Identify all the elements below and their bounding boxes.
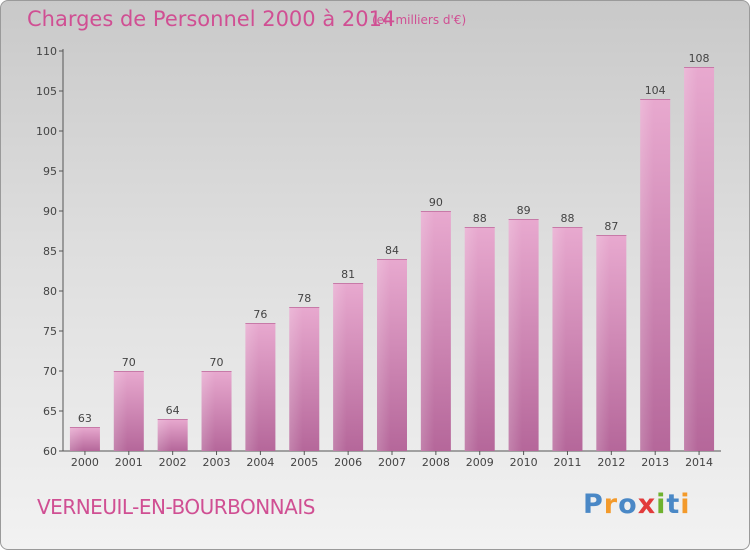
logo-letter: r xyxy=(603,489,619,520)
y-tick-label: 95 xyxy=(43,165,57,178)
y-tick-label: 110 xyxy=(36,45,57,58)
x-tick-label: 2005 xyxy=(290,456,318,469)
logo-letter: o xyxy=(618,489,638,520)
x-tick-label: 2011 xyxy=(553,456,581,469)
commune-name: VERNEUIL-EN-BOURBONNAIS xyxy=(37,495,315,519)
y-tick-label: 70 xyxy=(43,365,57,378)
x-tick-label: 2012 xyxy=(597,456,625,469)
x-tick-label: 2008 xyxy=(422,456,450,469)
x-tick-label: 2001 xyxy=(115,456,143,469)
y-tick-label: 90 xyxy=(43,205,57,218)
bar-value-label: 76 xyxy=(253,308,267,321)
bar-value-label: 70 xyxy=(210,356,224,369)
x-tick-label: 2002 xyxy=(159,456,187,469)
x-tick-label: 2006 xyxy=(334,456,362,469)
bar-highlight xyxy=(157,419,172,451)
logo-letter: i xyxy=(680,489,691,520)
bar-value-label: 78 xyxy=(297,292,311,305)
logo-letter: P xyxy=(583,489,604,520)
bar-value-label: 64 xyxy=(166,404,180,417)
x-tick-label: 2010 xyxy=(510,456,538,469)
bar-highlight xyxy=(640,99,654,451)
x-tick-label: 2003 xyxy=(203,456,231,469)
x-tick-label: 2007 xyxy=(378,456,406,469)
bar-highlight xyxy=(289,307,303,451)
bar-highlight xyxy=(420,211,435,451)
chart-title: Charges de Personnel 2000 à 2014 xyxy=(27,7,396,31)
bar-highlight xyxy=(69,427,84,451)
proxiti-logo: Proxiti xyxy=(583,489,691,520)
x-tick-label: 2000 xyxy=(71,456,99,469)
bar-highlight xyxy=(201,371,216,451)
chart-axes: 60 65 70 75 80 85 90 95 100 105 110 2000 2001 2002 200… xyxy=(36,45,721,469)
bar-value-label: 63 xyxy=(78,412,92,425)
chart-unit: (en milliers d'€) xyxy=(372,13,467,27)
bar-value-label: 70 xyxy=(122,356,136,369)
y-tick-label: 80 xyxy=(43,285,57,298)
y-tick-label: 85 xyxy=(43,245,57,258)
bar-value-label: 81 xyxy=(341,268,355,281)
y-tick-label: 75 xyxy=(43,325,57,338)
bar-value-label: 104 xyxy=(645,84,666,97)
y-tick-label: 60 xyxy=(43,445,57,458)
bar-highlight xyxy=(596,235,610,451)
x-tick-label: 2014 xyxy=(685,456,713,469)
y-tick-label: 105 xyxy=(36,85,57,98)
bar-highlight xyxy=(552,227,566,451)
logo-letter: t xyxy=(666,489,681,520)
bar-value-label: 90 xyxy=(429,196,443,209)
bar-value-label: 108 xyxy=(689,52,710,65)
y-tick-label: 65 xyxy=(43,405,57,418)
bar-highlight xyxy=(245,323,259,451)
bar-highlight xyxy=(508,219,523,451)
x-tick-label: 2004 xyxy=(246,456,274,469)
bar-value-label: 87 xyxy=(604,220,618,233)
bar-highlight xyxy=(684,67,698,451)
bar-value-label: 88 xyxy=(473,212,487,225)
data-labels: 63 70 64 70 76 78 81 84 90 88 89 88 87 104 108 xyxy=(78,52,710,425)
bar-value-label: 84 xyxy=(385,244,399,257)
logo-letter: x xyxy=(637,489,657,520)
x-tick-label: 2009 xyxy=(466,456,494,469)
bar-value-label: 88 xyxy=(560,212,574,225)
y-tick-label: 100 xyxy=(36,125,57,138)
bar-series xyxy=(69,67,715,451)
bar-value-label: 89 xyxy=(517,204,531,217)
logo-letter: i xyxy=(656,489,667,520)
bar-highlight xyxy=(113,371,128,451)
bar-highlight xyxy=(377,259,391,451)
bar-highlight xyxy=(464,227,479,451)
bar-highlight xyxy=(333,283,347,451)
x-tick-label: 2013 xyxy=(641,456,669,469)
